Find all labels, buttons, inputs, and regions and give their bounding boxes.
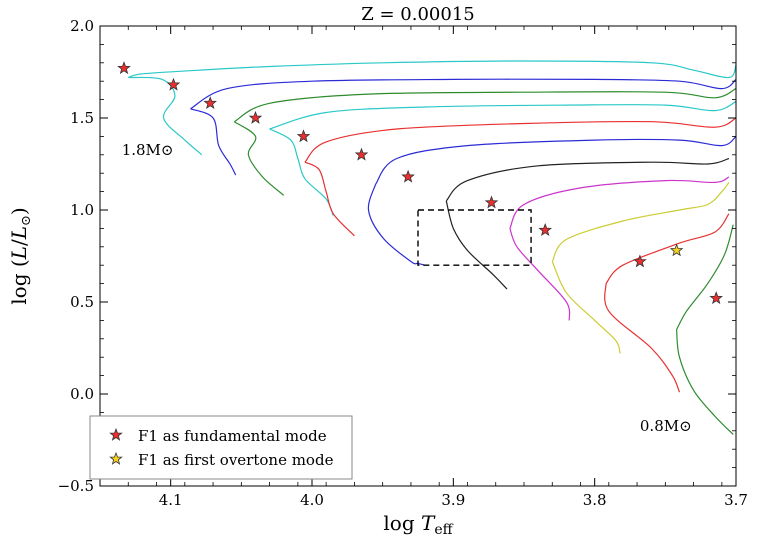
y-axis-title-prefix: log ( [7, 259, 31, 304]
x-tick-label: 3.8 [583, 491, 607, 509]
markers-layer [117, 61, 723, 305]
track-1.8-upper [128, 60, 737, 79]
x-tick-label: 4.1 [159, 491, 183, 509]
track-1.7-upper [190, 78, 737, 110]
chart-title: Z = 0.00015 [361, 4, 474, 25]
track-1.6-lower [233, 121, 285, 196]
track-0.9-lower [604, 283, 681, 393]
track-1.1-lower [509, 228, 571, 321]
legend-marker-1 [109, 451, 123, 465]
mass-label-0: 1.8M⊙ [122, 141, 174, 159]
x-tick-label: 3.7 [724, 491, 748, 509]
track-1.2-lower [445, 200, 508, 290]
x-axis-title-sub: eff [434, 522, 453, 538]
tracks-layer [128, 60, 737, 435]
track-1.8-lower [128, 76, 203, 156]
track-1.3-lower [367, 184, 426, 266]
track-1.0-lower [551, 261, 621, 354]
track-1.5-upper [269, 100, 737, 130]
mass-label-1: 0.8M⊙ [640, 417, 692, 435]
track-1.3-upper [375, 135, 737, 185]
y-tick-label: 1.0 [70, 201, 94, 219]
x-axis-title-var: T [421, 511, 436, 535]
legend-label-1: F1 as first overtone mode [138, 451, 334, 469]
fundamental-star-10 [709, 291, 723, 305]
overtone-star-0 [669, 243, 684, 257]
ticks-layer: 4.1 4.0 3.9 3.8 3.7 −0.5 0.0 0.5 1.0 1.5 2.0 [58, 17, 748, 509]
fundamental-star-3 [248, 110, 263, 124]
fundamental-star-4 [296, 129, 311, 143]
y-tick-label: −0.5 [58, 477, 94, 495]
y-tick-label: 1.5 [70, 109, 94, 127]
track-1.2-upper [445, 157, 730, 202]
y-axis-title-sub: ⊙ [19, 215, 34, 226]
fundamental-star-9 [633, 254, 647, 268]
legend-marker-0 [109, 427, 123, 441]
fundamental-star-8 [538, 223, 552, 237]
track-0.8-upper [676, 224, 734, 330]
fundamental-star-0 [117, 61, 131, 75]
legend: F1 as fundamental mode F1 as first overto… [89, 415, 353, 480]
track-1.7-lower [190, 108, 237, 176]
plot-frame [99, 25, 737, 487]
x-axis-title-prefix: log [383, 511, 421, 535]
track-1.6-upper [233, 88, 737, 123]
fundamental-star-5 [354, 147, 369, 161]
fundamental-star-1 [166, 77, 181, 91]
track-0.9-upper [605, 213, 730, 285]
y-axis-title: log (L/L⊙) [7, 207, 34, 304]
y-tick-label: 0.5 [70, 293, 94, 311]
x-tick-label: 4.0 [300, 491, 324, 509]
y-axis-title-mid: / [7, 239, 31, 246]
track-1.1-upper [509, 176, 730, 229]
y-axis-title-var: L [7, 246, 31, 260]
y-tick-label: 0.0 [70, 385, 94, 403]
y-tick-label: 2.0 [70, 17, 94, 35]
x-tick-label: 3.9 [441, 491, 465, 509]
fundamental-star-6 [401, 169, 415, 183]
legend-box [89, 415, 353, 480]
annotations-layer: 1.8M⊙ 0.8M⊙ [122, 141, 692, 435]
track-0.8-lower [676, 329, 734, 435]
legend-label-0: F1 as fundamental mode [138, 427, 327, 445]
track-1.0-upper [551, 182, 730, 262]
track-1.5-lower [269, 128, 334, 216]
track-1.4-upper [304, 117, 737, 163]
fundamental-star-2 [203, 96, 217, 110]
x-axis-title: log Teff [383, 511, 453, 538]
fundamental-star-7 [484, 195, 499, 209]
y-axis-title-suffix: ) [7, 207, 31, 215]
instability-box [417, 209, 532, 266]
track-1.4-lower [304, 161, 355, 237]
y-axis-title-var2: L [7, 226, 31, 240]
